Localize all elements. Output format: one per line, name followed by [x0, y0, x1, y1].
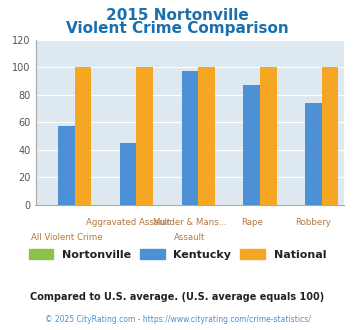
Text: Compared to U.S. average. (U.S. average equals 100): Compared to U.S. average. (U.S. average …: [31, 292, 324, 302]
Text: 2015 Nortonville: 2015 Nortonville: [106, 8, 249, 23]
Bar: [120, 143, 136, 205]
Bar: [136, 67, 153, 205]
Bar: [198, 67, 215, 205]
Bar: [260, 67, 277, 205]
Bar: [182, 71, 198, 205]
Text: Murder & Mans...: Murder & Mans...: [153, 218, 227, 227]
Bar: [305, 103, 322, 205]
Text: Violent Crime Comparison: Violent Crime Comparison: [66, 21, 289, 36]
Bar: [58, 126, 75, 205]
Text: Rape: Rape: [241, 218, 263, 227]
Bar: [75, 67, 91, 205]
Text: Robbery: Robbery: [295, 218, 332, 227]
Bar: [244, 85, 260, 205]
Text: All Violent Crime: All Violent Crime: [31, 234, 102, 243]
Text: © 2025 CityRating.com - https://www.cityrating.com/crime-statistics/: © 2025 CityRating.com - https://www.city…: [45, 315, 310, 324]
Text: Assault: Assault: [174, 234, 206, 243]
Bar: [322, 67, 338, 205]
Text: Aggravated Assault: Aggravated Assault: [86, 218, 170, 227]
Legend: Nortonville, Kentucky, National: Nortonville, Kentucky, National: [29, 249, 326, 260]
